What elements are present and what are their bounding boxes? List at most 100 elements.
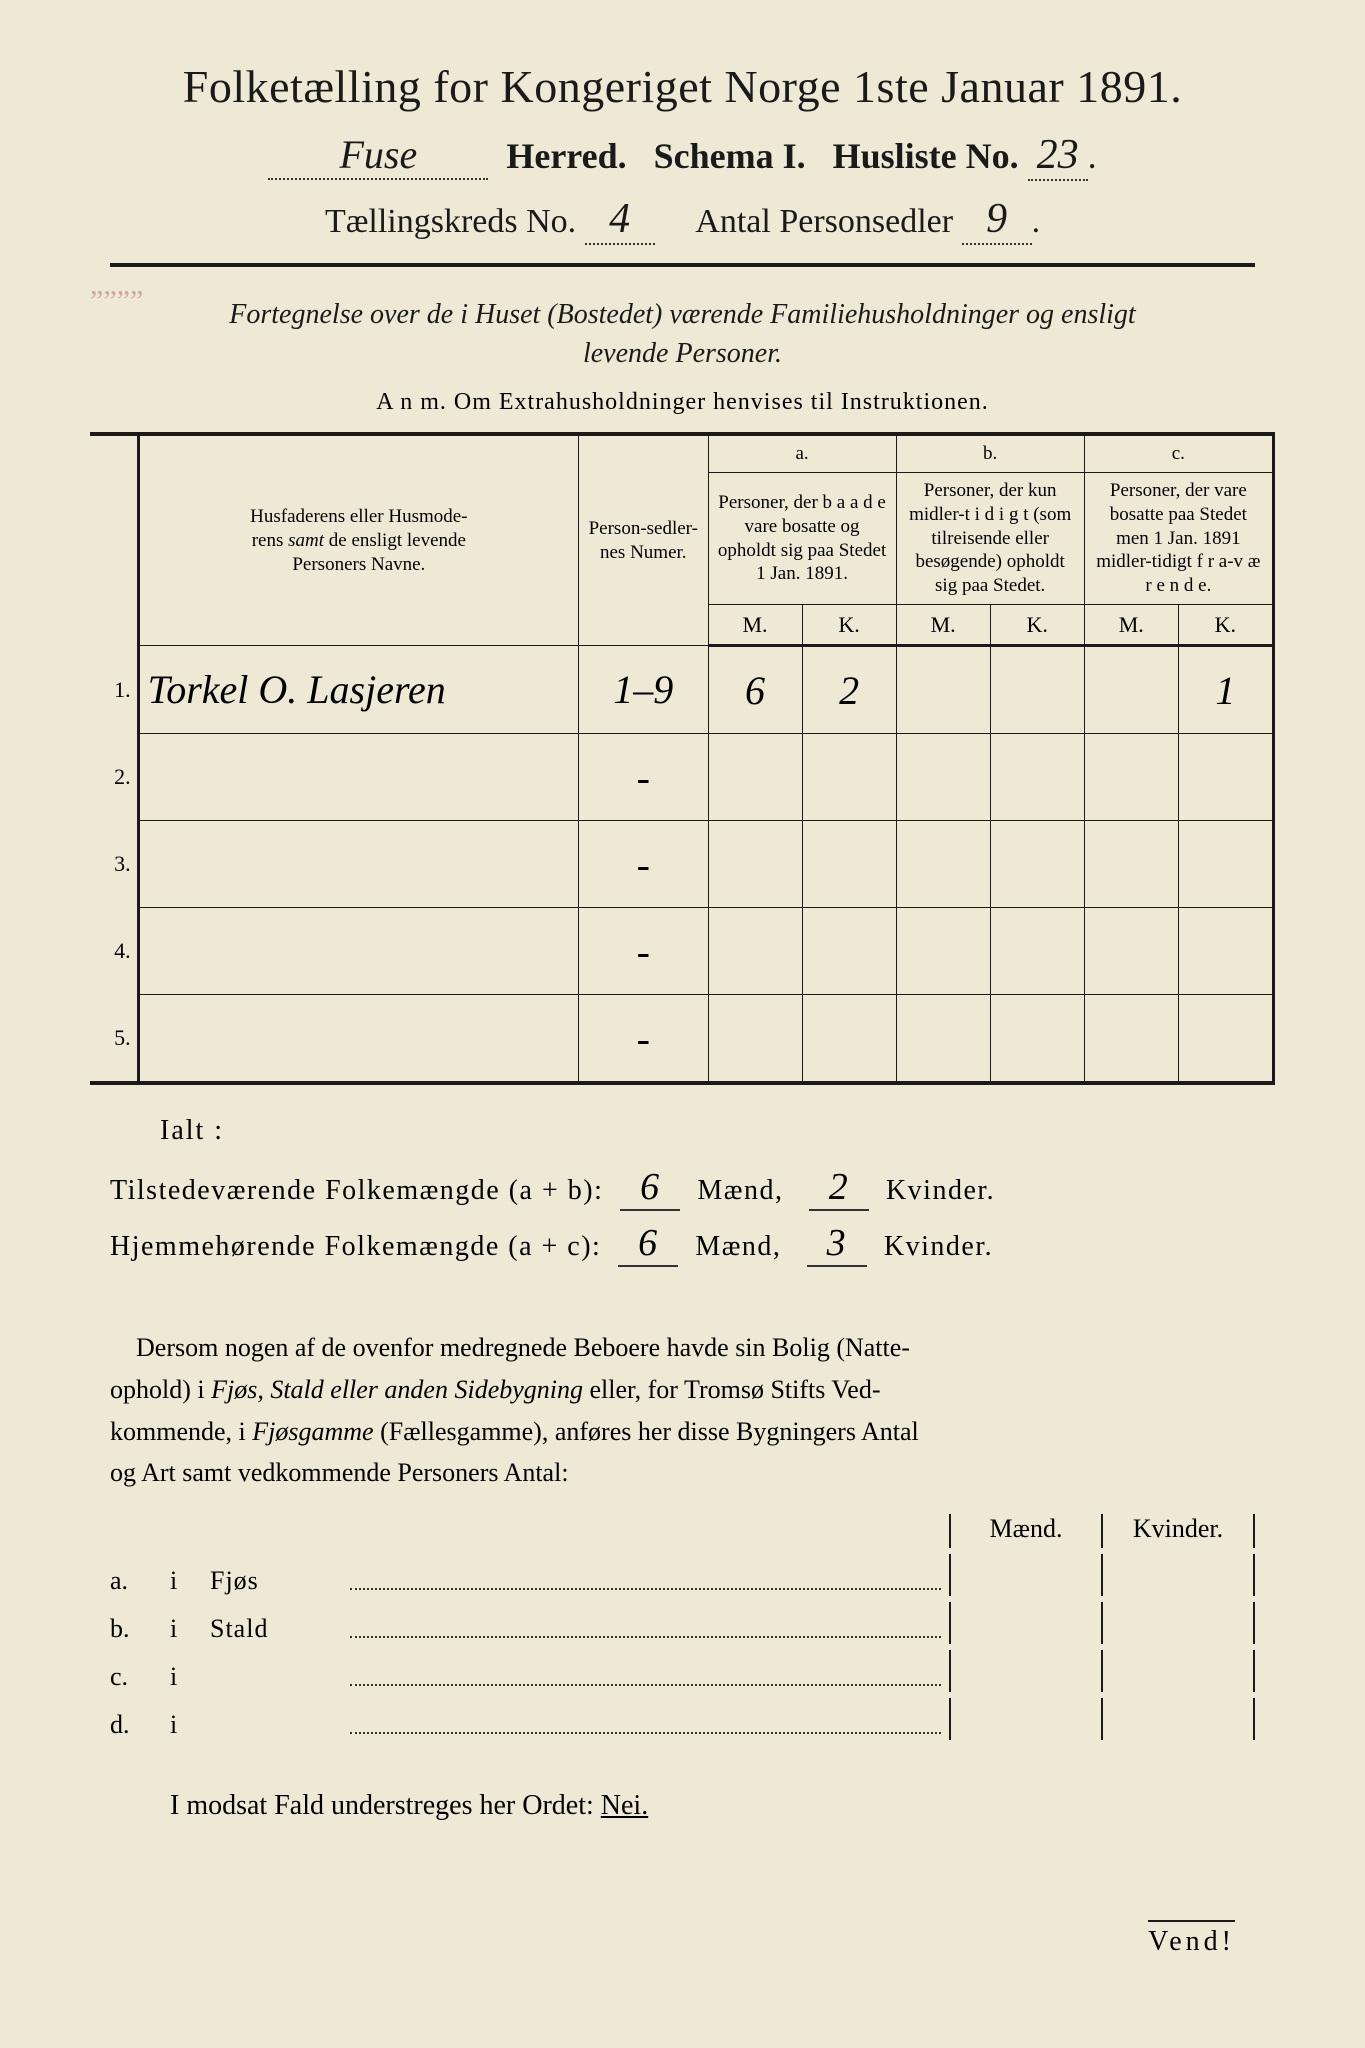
bldg-dots (350, 1616, 941, 1638)
bldg-i: i (170, 1614, 210, 1644)
table-row: 2. - (90, 734, 1274, 821)
antal-handwritten: 9 (962, 195, 1032, 245)
row-b-k (990, 995, 1084, 1084)
schema-label: Schema I. (654, 136, 806, 176)
header-line-2: Fuse Herred. Schema I. Husliste No. 23. (90, 131, 1275, 181)
row-c-k (1178, 821, 1273, 908)
husliste-label: Husliste No. (833, 136, 1019, 176)
header-line-3: Tællingskreds No. 4 Antal Personsedler 9… (90, 195, 1275, 245)
row-c-m (1084, 734, 1178, 821)
col-a-m: M. (708, 604, 802, 646)
sum-present-m: 6 (620, 1165, 680, 1211)
row-a-m (708, 908, 802, 995)
col-b: Personer, der kun midler-t i d i g t (so… (896, 473, 1084, 605)
row-c-k (1178, 995, 1273, 1084)
bldg-name: Fjøs (210, 1566, 350, 1596)
col-c-k: K. (1178, 604, 1273, 646)
bldg-letter: b. (110, 1614, 170, 1644)
row-a-k: 2 (802, 646, 896, 734)
bldg-k-cell (1101, 1554, 1255, 1596)
bldg-k-cell (1101, 1602, 1255, 1644)
row-a-m (708, 995, 802, 1084)
building-row: a.iFjøs (110, 1554, 1255, 1596)
bldg-k-cell (1101, 1650, 1255, 1692)
building-table-head: Mænd. Kvinder. (110, 1514, 1255, 1548)
col-a-k: K. (802, 604, 896, 646)
row-number: 4. (90, 908, 138, 995)
row-number: 2. (90, 734, 138, 821)
antal-label: Antal Personsedler (695, 203, 953, 240)
row-a-k (802, 908, 896, 995)
bldg-i: i (170, 1710, 210, 1740)
bldg-dots (350, 1712, 941, 1734)
kreds-label: Tællingskreds No. (325, 203, 576, 240)
building-row: c.i (110, 1650, 1255, 1692)
bldg-m-cell (949, 1650, 1101, 1692)
subtitle: Fortegnelse over de i Huset (Bostedet) v… (130, 295, 1235, 373)
table-row: 5. - (90, 995, 1274, 1084)
row-num: - (579, 995, 708, 1084)
bldg-letter: c. (110, 1662, 170, 1692)
bldg-dots (350, 1664, 941, 1686)
col-c: Personer, der vare bosatte paa Stedet me… (1084, 473, 1273, 605)
row-name: Torkel O. Lasjeren (138, 646, 578, 734)
row-number: 1. (90, 646, 138, 734)
row-c-k (1178, 734, 1273, 821)
col-c-m: M. (1084, 604, 1178, 646)
nei-pre: I modsat Fald understreges her Ordet: (170, 1790, 601, 1821)
sum-present-m-label: Mænd, (697, 1175, 783, 1206)
col-b-m: M. (896, 604, 990, 646)
row-a-k (802, 734, 896, 821)
table-row: 3.- (90, 821, 1274, 908)
col-num: Person-sedler-nes Numer. (579, 434, 708, 646)
husliste-no-handwritten: 23 (1028, 131, 1088, 181)
row-a-m: 6 (708, 646, 802, 734)
bldg-m-cell (949, 1698, 1101, 1740)
row-b-m (896, 908, 990, 995)
household-table: Husfaderens eller Husmode-rens samt de e… (90, 432, 1275, 1085)
row-b-m (896, 734, 990, 821)
row-num: - (579, 908, 708, 995)
row-c-k: 1 (1178, 646, 1273, 734)
row-c-m (1084, 821, 1178, 908)
row-a-m (708, 734, 802, 821)
bldg-k-cell (1101, 1698, 1255, 1740)
table-row: 4. - (90, 908, 1274, 995)
col-name: Husfaderens eller Husmode-rens samt de e… (138, 434, 578, 646)
row-number: 5. (90, 995, 138, 1084)
row-a-m (708, 821, 802, 908)
row-c-m (1084, 646, 1178, 734)
herred-handwritten: Fuse (268, 131, 488, 180)
row-b-m (896, 995, 990, 1084)
row-b-k (990, 646, 1084, 734)
nei-line: I modsat Fald understreges her Ordet: Ne… (170, 1790, 1255, 1822)
census-form-page: Folketælling for Kongeriget Norge 1ste J… (0, 0, 1365, 2048)
col-b-top: b. (896, 434, 1084, 472)
row-name (138, 821, 578, 908)
vend-label: Vend! (1148, 1920, 1235, 1958)
row-c-k (1178, 908, 1273, 995)
sum-resident-label: Hjemmehørende Folkemængde (a + c): (110, 1231, 601, 1262)
bldg-letter: a. (110, 1566, 170, 1596)
row-num: 1–9 (579, 646, 708, 734)
sum-present-label: Tilstedeværende Folkemængde (a + b): (110, 1175, 603, 1206)
herred-label: Herred. (506, 136, 626, 176)
sum-resident: Hjemmehørende Folkemængde (a + c): 6 Mæn… (110, 1221, 1275, 1267)
row-num: - (579, 734, 708, 821)
sum-resident-k-label: Kvinder. (884, 1231, 993, 1262)
bldg-head-k: Kvinder. (1101, 1514, 1255, 1548)
col-a: Personer, der b a a d e vare bosatte og … (708, 473, 896, 605)
sum-present-k: 2 (809, 1165, 869, 1211)
building-paragraph: Dersom nogen af de ovenfor medregnede Be… (110, 1327, 1255, 1493)
bldg-name: Stald (210, 1614, 350, 1644)
bldg-m-cell (949, 1554, 1101, 1596)
row-b-m (896, 821, 990, 908)
row-b-k (990, 821, 1084, 908)
building-row: d.i (110, 1698, 1255, 1740)
building-row: b.iStald (110, 1602, 1255, 1644)
page-title: Folketælling for Kongeriget Norge 1ste J… (90, 60, 1275, 113)
bldg-i: i (170, 1566, 210, 1596)
row-a-k (802, 995, 896, 1084)
bldg-m-cell (949, 1602, 1101, 1644)
ialt-label: Ialt : (160, 1115, 1275, 1147)
